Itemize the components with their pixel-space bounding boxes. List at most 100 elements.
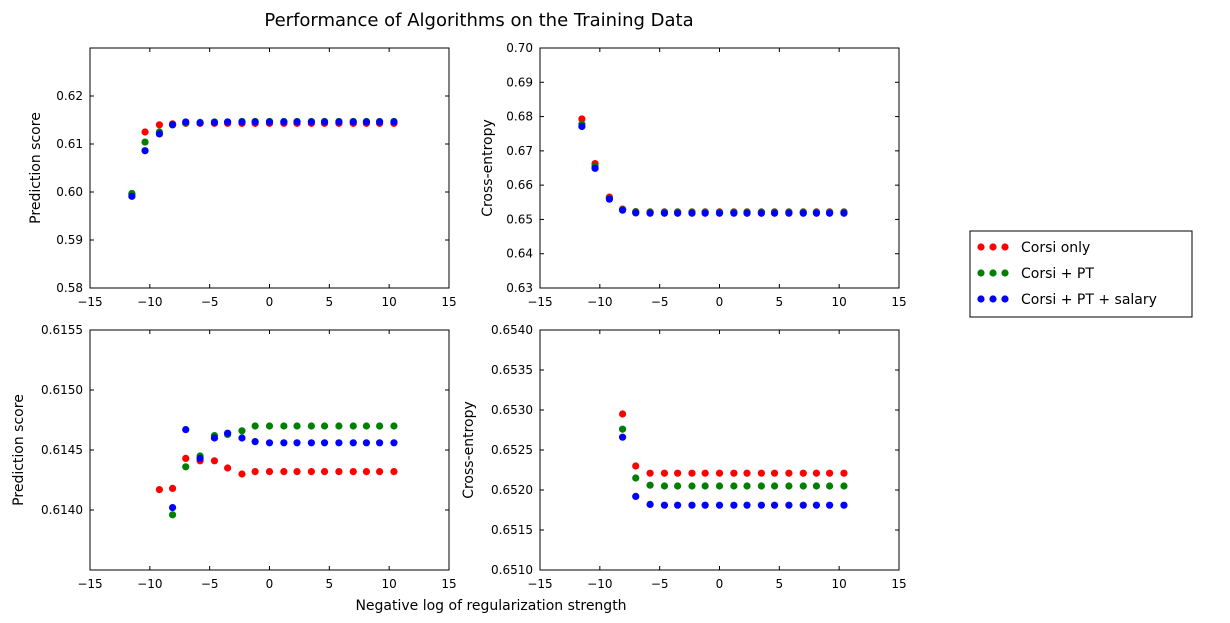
y-axis-label: Cross-entropy — [480, 119, 496, 217]
data-point — [632, 462, 640, 470]
data-point — [688, 501, 696, 509]
series-1 — [618, 425, 848, 490]
x-tick-label: −10 — [137, 295, 162, 309]
data-point — [390, 439, 398, 447]
data-point — [605, 195, 614, 203]
x-tick-label: 5 — [776, 295, 784, 309]
legend-marker — [1001, 243, 1009, 251]
data-point — [674, 501, 682, 509]
subplot-top-left: −15 −10 −5 0 5 10 15 0.58 0.59 0.60 0.61 0.62 Predic… — [28, 47, 457, 309]
legend-marker — [989, 295, 997, 303]
x-tick-label: 10 — [382, 295, 397, 309]
plot-area — [89, 329, 450, 571]
y-tick-label: 0.6535 — [491, 363, 533, 377]
data-point — [280, 422, 288, 430]
data-point — [349, 439, 357, 447]
data-point — [701, 469, 709, 477]
data-point — [196, 454, 204, 462]
data-point — [375, 422, 384, 430]
y-tick-label: 0.6140 — [41, 503, 83, 517]
data-point — [224, 429, 232, 437]
data-point — [660, 482, 669, 490]
y-tick-label: 0.6530 — [491, 403, 533, 417]
x-tick-label: −15 — [77, 295, 102, 309]
data-point — [168, 121, 177, 129]
data-point — [307, 118, 315, 126]
data-point — [210, 434, 219, 442]
data-point — [674, 209, 682, 217]
data-point — [840, 469, 848, 477]
legend-marker — [977, 243, 985, 251]
data-point — [238, 470, 246, 478]
data-point — [390, 118, 398, 126]
y-tick-label: 0.66 — [506, 178, 533, 192]
x-tick-label: −15 — [77, 577, 102, 591]
data-point — [141, 128, 149, 136]
series-0 — [618, 410, 848, 477]
data-point — [375, 468, 384, 476]
series-2 — [578, 122, 848, 217]
data-point — [182, 426, 190, 434]
data-point — [390, 468, 398, 476]
x-tick-label: −15 — [527, 295, 552, 309]
data-point — [141, 147, 149, 155]
data-point — [280, 468, 288, 476]
legend-marker — [977, 295, 985, 303]
data-point — [730, 501, 738, 509]
data-point — [688, 209, 696, 217]
data-point — [293, 118, 301, 126]
data-point — [646, 481, 654, 489]
y-tick-label: 0.64 — [506, 247, 533, 261]
x-tick-label: 0 — [716, 295, 724, 309]
y-tick-label: 0.6145 — [41, 443, 83, 457]
data-point — [812, 501, 821, 509]
data-point — [618, 410, 627, 418]
x-tick-label: 0 — [716, 577, 724, 591]
data-point — [743, 469, 751, 477]
data-point — [578, 122, 586, 131]
data-point — [730, 469, 738, 477]
data-point — [210, 118, 219, 126]
data-point — [293, 439, 301, 447]
data-point — [715, 469, 724, 477]
data-point — [632, 474, 640, 482]
data-point — [743, 209, 751, 217]
series-2 — [128, 118, 398, 200]
data-point — [182, 118, 190, 126]
data-point — [840, 209, 848, 217]
data-point — [618, 433, 627, 441]
legend-marker — [977, 269, 985, 277]
data-point — [349, 468, 357, 476]
data-point — [141, 138, 149, 146]
data-point — [660, 469, 669, 477]
data-point — [168, 484, 177, 492]
data-point — [293, 422, 301, 430]
data-point — [825, 501, 834, 509]
data-point — [335, 422, 343, 430]
subplot-bottom-left: −15 −10 −5 0 5 10 15 0.6140 0.6145 0.6150 0.6155 Pr… — [11, 323, 457, 591]
data-point — [646, 209, 654, 217]
data-point — [825, 482, 834, 490]
data-point — [674, 482, 682, 490]
plot-area — [539, 47, 900, 289]
data-point — [743, 501, 751, 509]
data-point — [701, 482, 709, 490]
subplot-top-right: −15 −10 −5 0 5 10 15 0.63 0.64 0.65 0.66 0.67 0.68 0.… — [480, 41, 907, 309]
y-axis-label: Prediction score — [28, 112, 44, 224]
data-point — [770, 482, 779, 490]
data-point — [785, 501, 793, 509]
y-tick-label: 0.65 — [506, 212, 533, 226]
data-point — [715, 482, 724, 490]
legend-label: Corsi only — [1021, 240, 1090, 256]
data-point — [674, 469, 682, 477]
data-point — [362, 468, 371, 476]
data-point — [349, 422, 357, 430]
data-point — [730, 209, 738, 217]
data-point — [743, 482, 751, 490]
x-tick-label: −10 — [587, 577, 612, 591]
data-point — [646, 500, 654, 508]
data-point — [320, 118, 329, 126]
y-tick-label: 0.6520 — [491, 483, 533, 497]
data-point — [335, 468, 343, 476]
legend-label: Corsi + PT + salary — [1021, 292, 1157, 308]
